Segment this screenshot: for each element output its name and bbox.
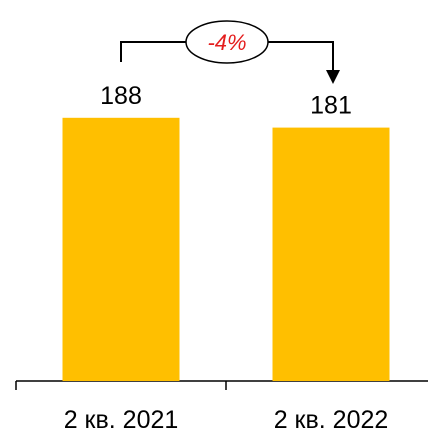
- data-label-1: 188: [100, 82, 142, 110]
- change-ellipse: [185, 20, 269, 64]
- tick-labels-group: 2 кв. 2021 2 кв. 2022: [64, 406, 389, 434]
- data-labels-group: 188 181: [100, 82, 352, 120]
- x-tick-label-1: 2 кв. 2021: [64, 406, 179, 434]
- bar-1: [62, 117, 180, 382]
- change-annotation: -4%: [120, 20, 340, 84]
- change-label: -4%: [207, 30, 246, 55]
- data-label-2: 181: [310, 92, 352, 120]
- change-arrow-line: [120, 41, 334, 72]
- change-arrowhead: [326, 70, 340, 84]
- bar-2: [272, 127, 390, 381]
- bars-group: [62, 117, 390, 382]
- x-tick-label-2: 2 кв. 2022: [274, 406, 389, 434]
